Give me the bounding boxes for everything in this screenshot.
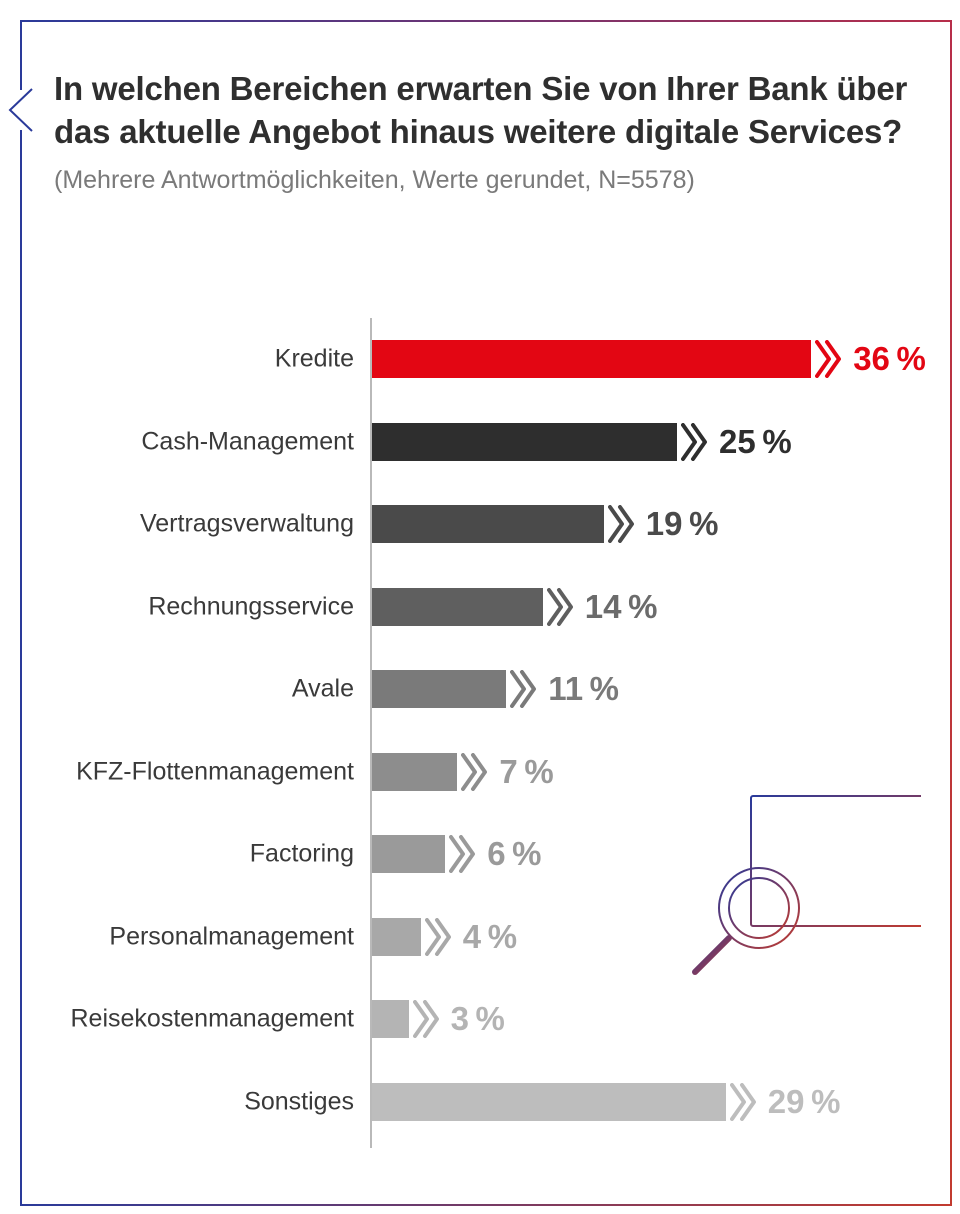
value-label: 36 % xyxy=(853,340,926,378)
value-label: 3 % xyxy=(451,1000,505,1038)
category-label: Sonstiges xyxy=(244,1087,354,1116)
bar xyxy=(372,1000,409,1038)
chevron-icon xyxy=(608,505,638,543)
bar xyxy=(372,918,421,956)
value-label: 19 % xyxy=(646,505,719,543)
frame-border-bottom xyxy=(20,1204,952,1206)
chart-row: KFZ-Flottenmanagement 7 % xyxy=(54,731,918,814)
bar xyxy=(372,835,445,873)
bar xyxy=(372,670,506,708)
value-label: 29 % xyxy=(768,1083,841,1121)
category-label: Avale xyxy=(292,675,354,704)
chevron-icon xyxy=(730,1083,760,1121)
category-label: Reisekostenmanagement xyxy=(71,1005,355,1034)
chart-subtitle: (Mehrere Antwortmöglichkeiten, Werte ger… xyxy=(54,164,918,198)
chevron-icon xyxy=(449,835,479,873)
bar-chart: Kredite36 % Cash-Management 25 % Vertragsve… xyxy=(54,318,918,1143)
category-label: Factoring xyxy=(250,840,354,869)
chevron-icon xyxy=(413,1000,443,1038)
value-label: 7 % xyxy=(499,753,553,791)
content: In welchen Bereichen erwarten Sie von Ih… xyxy=(54,68,918,198)
category-label: Personalmanagement xyxy=(109,922,354,951)
category-label: Cash-Management xyxy=(141,427,354,456)
value-label: 11 % xyxy=(548,670,619,708)
chart-row: Rechnungsservice 14 % xyxy=(54,566,918,649)
chart-row: Personalmanagement 4 % xyxy=(54,896,918,979)
chart-row: Avale 11 % xyxy=(54,648,918,731)
chart-row: Cash-Management 25 % xyxy=(54,401,918,484)
value-label: 4 % xyxy=(463,918,517,956)
chart-row: Factoring 6 % xyxy=(54,813,918,896)
frame: In welchen Bereichen erwarten Sie von Ih… xyxy=(20,20,952,1206)
bar xyxy=(372,753,457,791)
frame-border-left-upper xyxy=(20,20,22,90)
frame-border-top xyxy=(20,20,952,22)
chevron-icon xyxy=(815,340,845,378)
bar xyxy=(372,505,604,543)
bar xyxy=(372,588,543,626)
chevron-icon xyxy=(461,753,491,791)
value-label: 6 % xyxy=(487,835,541,873)
value-label: 25 % xyxy=(719,423,792,461)
chevron-icon xyxy=(510,670,540,708)
value-label: 14 % xyxy=(585,588,658,626)
chevron-icon xyxy=(547,588,577,626)
frame-notch-icon xyxy=(7,88,33,132)
category-label: Vertragsverwaltung xyxy=(140,510,354,539)
chart-row: Kredite36 % xyxy=(54,318,918,401)
chart-row: Reisekostenmanagement 3 % xyxy=(54,978,918,1061)
bar xyxy=(372,1083,726,1121)
category-label: Rechnungsservice xyxy=(148,592,354,621)
chevron-icon xyxy=(425,918,455,956)
chart-row: Vertragsverwaltung 19 % xyxy=(54,483,918,566)
frame-border-left-lower xyxy=(20,130,22,1206)
bar xyxy=(372,423,677,461)
chevron-icon xyxy=(681,423,711,461)
category-label: Kredite xyxy=(275,345,354,374)
bar xyxy=(372,340,811,378)
chart-title: In welchen Bereichen erwarten Sie von Ih… xyxy=(54,68,918,154)
category-label: KFZ-Flottenmanagement xyxy=(76,757,354,786)
chart-row: Sonstiges 29 % xyxy=(54,1061,918,1144)
frame-border-right xyxy=(950,20,952,1206)
